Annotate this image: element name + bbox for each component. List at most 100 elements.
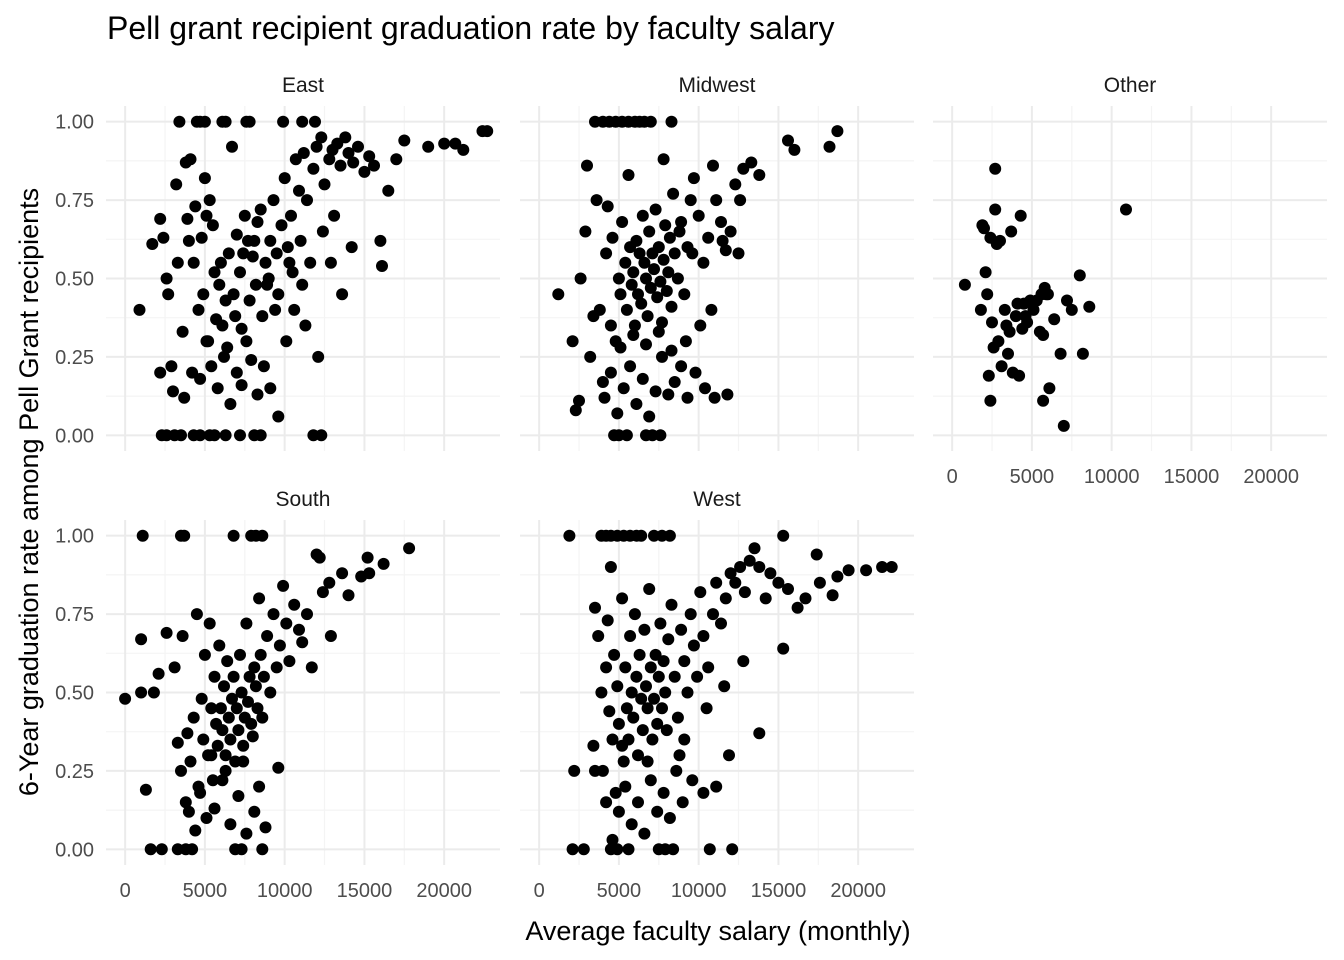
data-point	[705, 303, 718, 316]
data-point	[168, 661, 181, 674]
data-point	[632, 796, 644, 809]
data-point	[657, 253, 670, 266]
data-point	[135, 686, 148, 699]
data-point	[206, 774, 219, 787]
data-point	[257, 670, 270, 683]
data-point	[611, 843, 624, 856]
x-tick-label: 15000	[751, 880, 807, 902]
data-point	[146, 238, 159, 250]
x-tick-label: 20000	[1243, 466, 1299, 488]
data-point	[657, 153, 670, 166]
data-point	[1076, 347, 1089, 360]
data-point	[630, 398, 643, 410]
data-point	[361, 551, 374, 564]
data-point	[681, 686, 694, 699]
data-point	[759, 592, 772, 605]
data-point	[219, 115, 232, 128]
data-point	[1027, 303, 1040, 316]
facet-label-east: East	[282, 74, 324, 97]
data-point	[323, 153, 336, 166]
data-point	[267, 194, 280, 207]
data-point	[624, 630, 637, 642]
data-point	[363, 567, 376, 580]
data-point	[275, 219, 288, 232]
data-point	[606, 231, 619, 244]
data-point	[668, 247, 681, 260]
data-point	[139, 783, 152, 796]
data-point	[186, 843, 199, 856]
facet-label-other: Other	[1104, 74, 1157, 97]
data-point	[301, 608, 313, 621]
x-tick-label: 0	[120, 880, 131, 902]
data-point	[694, 586, 707, 599]
data-point	[234, 648, 246, 661]
data-point	[318, 178, 331, 191]
data-point	[753, 727, 766, 740]
data-point	[707, 159, 719, 172]
data-point	[609, 786, 622, 799]
data-point	[724, 567, 737, 580]
data-point	[304, 256, 317, 269]
data-point	[1120, 203, 1132, 216]
data-point	[299, 319, 312, 332]
data-point	[165, 360, 178, 373]
data-point	[240, 617, 253, 630]
data-point	[823, 140, 836, 153]
data-point	[194, 786, 207, 799]
data-point	[627, 329, 640, 341]
chart-title: Pell grant recipient graduation rate by …	[107, 10, 835, 46]
data-point	[619, 780, 632, 793]
data-point	[382, 184, 395, 197]
data-point	[309, 115, 321, 128]
data-point	[280, 617, 293, 630]
data-point	[1073, 269, 1086, 282]
data-point	[1013, 369, 1026, 382]
data-point	[235, 843, 248, 856]
data-point	[636, 209, 649, 222]
data-point	[222, 247, 235, 260]
data-point	[667, 843, 680, 856]
data-point	[738, 586, 751, 599]
data-point	[569, 404, 582, 417]
data-point	[989, 203, 1002, 216]
data-point	[589, 601, 601, 614]
data-point	[625, 686, 638, 699]
data-point	[652, 241, 665, 254]
data-point	[251, 702, 264, 715]
facet-west: West 0 5000 10000 15000 20000	[520, 488, 914, 902]
data-point	[660, 724, 673, 737]
data-point	[656, 350, 668, 363]
points-other	[958, 162, 1132, 432]
x-tick-label: 5000	[597, 880, 642, 902]
data-point	[438, 137, 451, 150]
data-point	[293, 184, 305, 197]
data-point	[305, 661, 318, 674]
data-point	[312, 350, 325, 363]
data-point	[200, 209, 213, 222]
data-point	[296, 278, 309, 291]
data-point	[777, 529, 790, 542]
data-point	[611, 680, 624, 693]
data-point	[119, 692, 132, 705]
data-point	[777, 642, 790, 655]
data-point	[568, 764, 581, 777]
data-point	[566, 335, 579, 348]
data-point	[234, 266, 246, 279]
data-point	[176, 325, 189, 338]
data-point	[998, 303, 1011, 316]
data-point	[625, 278, 638, 291]
data-point	[604, 319, 617, 332]
data-point	[234, 429, 246, 442]
data-point	[614, 341, 627, 354]
data-point	[190, 608, 203, 621]
data-point	[278, 172, 291, 185]
data-point	[398, 134, 411, 147]
data-point	[641, 702, 654, 715]
data-point	[216, 724, 229, 737]
data-point	[657, 786, 670, 799]
data-point	[422, 140, 435, 153]
data-point	[635, 529, 648, 542]
data-point	[974, 303, 987, 316]
data-point	[622, 843, 635, 856]
data-point	[288, 598, 301, 611]
